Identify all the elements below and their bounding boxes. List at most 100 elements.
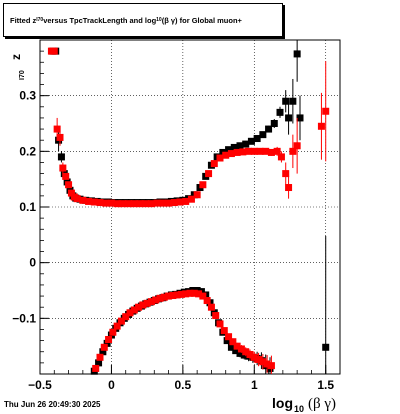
- data-point: [57, 153, 65, 161]
- data-point: [233, 148, 241, 156]
- x-tick-label: 0.5: [175, 378, 192, 392]
- data-point: [242, 140, 250, 148]
- data-point: [199, 292, 207, 300]
- data-point: [103, 339, 111, 347]
- data-point: [113, 322, 121, 330]
- data-point: [289, 97, 297, 105]
- data-point: [56, 133, 64, 141]
- data-point: [53, 125, 61, 133]
- data-point: [126, 309, 134, 317]
- data-point: [250, 147, 258, 155]
- data-point: [176, 198, 184, 206]
- x-tick-label: 1: [251, 378, 258, 392]
- data-point: [107, 199, 115, 207]
- data-point: [113, 200, 121, 208]
- data-point: [236, 142, 244, 150]
- data-point: [135, 303, 143, 311]
- y-tick-label: 0.1: [19, 200, 36, 214]
- data-point: [136, 200, 144, 208]
- data-point: [242, 348, 250, 356]
- data-point: [239, 148, 247, 156]
- y-tick-label: −0.1: [12, 311, 36, 325]
- data-point: [95, 359, 103, 367]
- y-tick-label: 0.3: [19, 89, 36, 103]
- y-axis-label: z: [9, 54, 23, 60]
- data-point: [247, 137, 255, 145]
- data-point: [282, 97, 290, 105]
- data-point: [276, 108, 284, 116]
- data-point: [229, 338, 237, 346]
- data-series: [47, 47, 330, 374]
- data-point: [227, 150, 235, 158]
- data-point: [130, 200, 138, 208]
- data-point: [62, 172, 70, 180]
- data-point: [152, 296, 160, 304]
- x-tick-label: −0.5: [28, 378, 52, 392]
- data-point: [216, 154, 224, 162]
- y-tick-label: 0: [29, 256, 36, 270]
- data-point: [207, 303, 215, 311]
- data-point: [289, 147, 297, 155]
- data-point: [222, 151, 230, 159]
- data-point: [177, 290, 185, 298]
- data-point: [256, 147, 264, 155]
- data-point: [130, 306, 138, 314]
- data-point: [199, 181, 207, 189]
- data-point: [105, 335, 113, 343]
- data-point: [139, 301, 147, 309]
- data-point: [262, 147, 270, 155]
- data-point: [187, 195, 195, 203]
- data-point: [65, 181, 73, 189]
- title-sub1: I70: [36, 17, 44, 23]
- data-point: [147, 200, 155, 208]
- data-point: [59, 164, 67, 172]
- data-point: [119, 200, 127, 208]
- data-point: [232, 347, 240, 355]
- data-point: [50, 47, 58, 55]
- data-point: [109, 328, 117, 336]
- data-point: [216, 320, 224, 328]
- data-point: [165, 292, 173, 300]
- data-point: [67, 189, 75, 197]
- x-axis-label: log: [272, 395, 293, 411]
- data-point: [259, 358, 267, 366]
- axes: −0.5 0 0.5 1 1.5 −0.1 0 0.1 0.2 0.3: [12, 39, 341, 392]
- data-point: [195, 290, 203, 298]
- data-point: [236, 349, 244, 357]
- data-point: [233, 342, 241, 350]
- data-point: [230, 143, 238, 151]
- data-point: [182, 197, 190, 205]
- data-point: [165, 199, 173, 207]
- data-point: [100, 343, 108, 351]
- title-sub2: 10: [156, 17, 162, 23]
- data-point: [153, 199, 161, 207]
- data-point: [125, 200, 133, 208]
- data-point: [92, 364, 100, 372]
- x-axis-label-sub: 10: [294, 404, 304, 414]
- data-point: [255, 356, 263, 364]
- data-series: [49, 40, 330, 375]
- y-axis-label-sub: I70: [19, 70, 26, 80]
- data-point: [227, 343, 235, 351]
- data-point: [265, 125, 273, 133]
- data-point: [90, 198, 98, 206]
- data-point: [225, 146, 233, 154]
- data-point: [317, 122, 325, 130]
- data-point: [225, 333, 233, 341]
- data-point: [285, 114, 293, 122]
- data-point: [96, 199, 104, 207]
- data-point: [210, 160, 218, 168]
- data-point: [282, 170, 290, 178]
- data-point: [223, 337, 231, 345]
- data-point: [253, 135, 261, 143]
- data-point: [205, 170, 213, 178]
- data-point: [203, 297, 211, 305]
- data-point: [245, 147, 253, 155]
- data-point: [147, 298, 155, 306]
- title-part1: Fitted z: [10, 15, 37, 25]
- data-point: [322, 107, 330, 115]
- title-part2: versus TpcTrackLength and log: [43, 15, 157, 25]
- data-point: [259, 131, 267, 139]
- grid: [39, 40, 340, 374]
